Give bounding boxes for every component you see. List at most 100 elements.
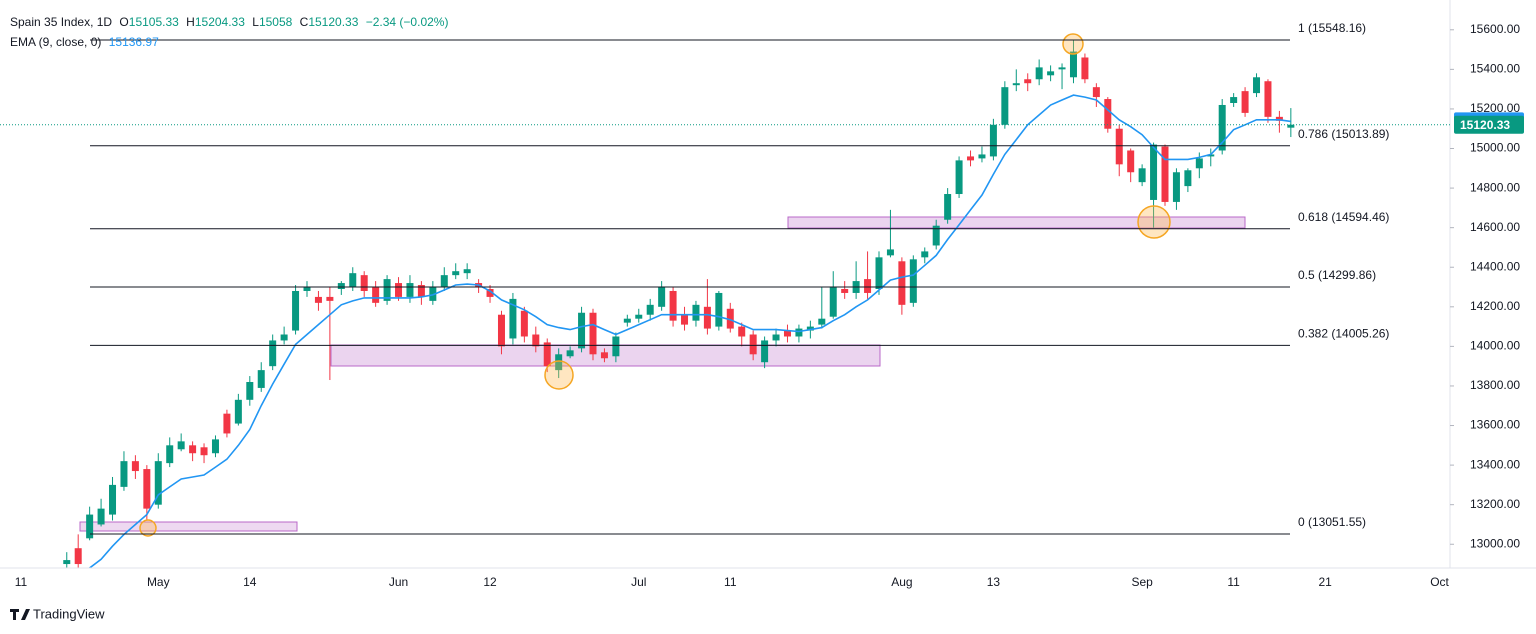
candle-body <box>1230 97 1238 103</box>
x-tick-label: Jul <box>631 575 646 589</box>
ohlc-value: 15105.33 <box>128 15 179 29</box>
fib-label: 0.382 (14005.26) <box>1298 327 1389 341</box>
x-tick-label: Sep <box>1131 575 1153 589</box>
candle-body <box>635 314 643 319</box>
y-tick-label: 14800.00 <box>1470 180 1520 194</box>
fib-label: 0.786 (15013.89) <box>1298 127 1389 141</box>
candle-body <box>898 261 906 305</box>
candle-body <box>1012 83 1020 86</box>
fib-label: 0.5 (14299.86) <box>1298 268 1376 282</box>
candle-body <box>1058 67 1066 70</box>
candle-body <box>1069 51 1077 78</box>
candle-body <box>131 461 139 472</box>
x-tick-label: 11 <box>724 575 737 589</box>
candle-body <box>303 287 311 291</box>
candle-body <box>395 283 403 297</box>
candle-body <box>200 447 208 456</box>
candle-body <box>692 304 700 321</box>
y-tick-label: 15200.00 <box>1470 101 1520 115</box>
candle-body <box>829 287 837 317</box>
candle-body <box>1035 67 1043 80</box>
ohlc: H15204.33 <box>186 15 245 29</box>
ohlc: C15120.33 <box>300 15 359 29</box>
legend-main: Spain 35 Index, 1D O15105.33 H15204.33 L… <box>10 15 452 29</box>
y-tick-label: 14200.00 <box>1470 299 1520 313</box>
candle-body <box>783 330 791 337</box>
candle-body <box>166 445 174 464</box>
logo: TradingView <box>10 606 105 621</box>
ohlc-value: 15204.33 <box>194 15 245 29</box>
candle-body <box>989 124 997 157</box>
y-tick-label: 15400.00 <box>1470 62 1520 76</box>
candle-body <box>578 312 586 349</box>
y-tick-label: 13200.00 <box>1470 497 1520 511</box>
candle-body <box>749 334 757 355</box>
logo-icon <box>10 609 30 620</box>
candle-body <box>223 413 231 434</box>
candle-body <box>280 334 288 341</box>
candle-body <box>1115 128 1123 165</box>
ohlc-key: O <box>119 15 129 29</box>
candle-body <box>86 514 94 539</box>
candle-body <box>600 352 608 359</box>
ema-line <box>88 94 1291 568</box>
candle-body <box>944 194 952 220</box>
ohlc-key: C <box>299 15 309 29</box>
ohlc-key: L <box>252 15 259 29</box>
candle-body <box>543 342 551 367</box>
candle-body <box>1047 71 1055 76</box>
y-tick-label: 14600.00 <box>1470 220 1520 234</box>
candle-body <box>211 439 219 454</box>
candle-body <box>795 328 803 337</box>
candle-body <box>1207 154 1215 157</box>
candle-body <box>383 279 391 301</box>
candle-body <box>1024 79 1032 84</box>
candle-body <box>715 292 723 327</box>
candle-body <box>1241 91 1249 113</box>
candle-body <box>452 271 460 276</box>
close-price-label: 15120.33 <box>1460 118 1510 132</box>
candle-body <box>772 334 780 341</box>
candle-body <box>623 318 631 323</box>
candle-body <box>1275 116 1283 121</box>
candle-body <box>978 154 986 159</box>
x-tick-label: May <box>147 575 170 589</box>
candle-body <box>1081 57 1089 80</box>
candle-body <box>120 461 128 487</box>
candle-body <box>967 156 975 161</box>
candle-body <box>292 290 300 331</box>
y-tick-label: 13800.00 <box>1470 378 1520 392</box>
candle-body <box>63 560 71 565</box>
ohlc-value: 15058 <box>258 15 293 29</box>
candle-body <box>234 399 242 424</box>
change: −2.34 (−0.02%) <box>365 15 449 29</box>
candle-body <box>509 298 517 339</box>
x-tick-label: 13 <box>987 575 1001 589</box>
candle-body <box>932 225 940 246</box>
y-tick-label: 14000.00 <box>1470 339 1520 353</box>
candle-body <box>909 259 917 303</box>
candle-body <box>681 314 689 325</box>
y-tick-label: 15600.00 <box>1470 22 1520 36</box>
candle-body <box>314 296 322 303</box>
x-tick-label: Aug <box>891 575 912 589</box>
ema-value: 15136.97 <box>108 35 159 49</box>
x-tick-label: 11 <box>15 575 28 589</box>
ohlc: L15058 <box>252 15 292 29</box>
y-tick-label: 13600.00 <box>1470 418 1520 432</box>
x-tick-label: 14 <box>243 575 257 589</box>
candle-body <box>257 370 265 388</box>
candle-body <box>955 160 963 195</box>
candle-body <box>921 251 929 258</box>
zones <box>79 216 1246 532</box>
fib-label: 0 (13051.55) <box>1298 515 1366 529</box>
candle-body <box>246 382 254 400</box>
candle-body <box>372 287 380 303</box>
candle-body <box>1287 124 1295 128</box>
candle-body <box>154 461 162 505</box>
candle-body <box>406 283 414 297</box>
candle-body <box>143 469 151 509</box>
y-tick-label: 14400.00 <box>1470 259 1520 273</box>
